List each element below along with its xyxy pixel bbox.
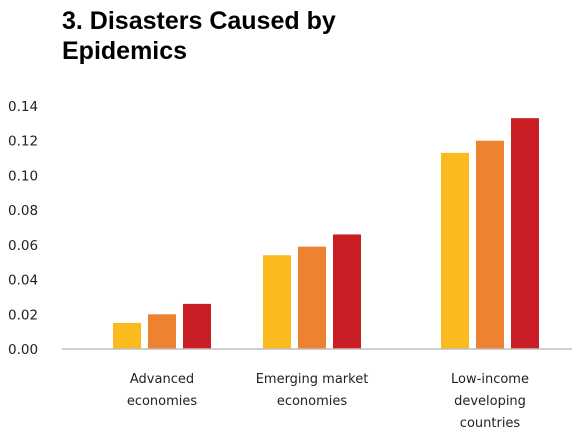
bar-2-2 xyxy=(298,246,326,349)
y-tick-label: 0.08 xyxy=(8,203,38,219)
bar-1-3 xyxy=(183,303,211,349)
y-tick-label: 0.02 xyxy=(8,307,38,323)
chart-title: 3. Disasters Caused by Epidemics xyxy=(62,6,336,66)
chart-title-line-2: Epidemics xyxy=(62,37,188,65)
y-tick-label: 0.06 xyxy=(8,238,38,254)
bar-1-1 xyxy=(113,322,141,349)
bar-1-2 xyxy=(148,314,176,349)
y-tick-label: 0.04 xyxy=(8,273,38,289)
bar-3-3 xyxy=(511,118,539,350)
bar-2-1 xyxy=(263,255,291,349)
bar-2-3 xyxy=(333,234,361,349)
y-tick-label: 0.12 xyxy=(8,134,38,150)
bar-3-2 xyxy=(476,140,504,349)
y-tick-label: 0.10 xyxy=(8,168,38,184)
category-label: Advanced economies xyxy=(127,372,198,409)
bars xyxy=(113,118,539,350)
y-tick-label: 0.14 xyxy=(8,99,38,115)
y-tick-label: 0.00 xyxy=(8,342,38,358)
chart-title-line-1: 3. Disasters Caused by xyxy=(62,7,336,35)
bar-3-1 xyxy=(441,152,469,349)
x-axis: Advanced economies Emerging market economie… xyxy=(62,348,572,431)
category-label: Low-income developing countries xyxy=(451,372,529,431)
category-label: Emerging market economies xyxy=(256,372,369,409)
y-axis: 0.00 0.02 0.04 0.06 0.08 0.10 0.12 0.14 xyxy=(8,99,38,358)
